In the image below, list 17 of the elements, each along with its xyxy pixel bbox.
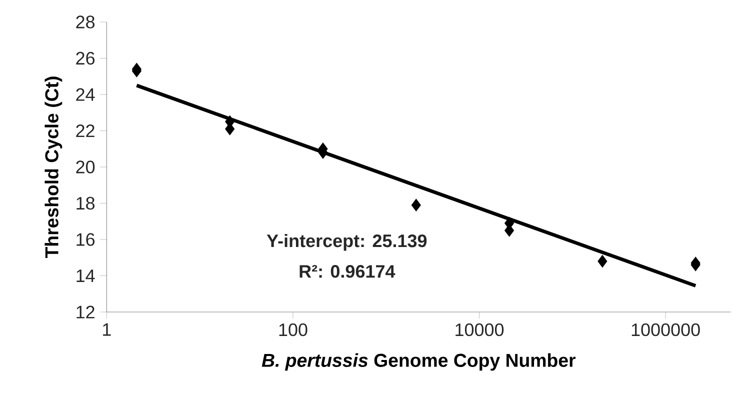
y-tick-label: 26 bbox=[76, 52, 95, 65]
y-tick-label: 16 bbox=[76, 233, 95, 246]
annotation: R²: 0.96174 bbox=[300, 265, 396, 278]
y-tick-label: 18 bbox=[76, 196, 95, 210]
x-tick-label: 100 bbox=[279, 323, 308, 336]
y-tick-label: 14 bbox=[76, 270, 95, 282]
x-axis-title: B. pertussis Genome Copy Number bbox=[262, 353, 576, 371]
x-tick-label: 1 bbox=[103, 323, 111, 336]
x-tick-label: 1000000 bbox=[632, 323, 700, 336]
x-tick-label: 10000 bbox=[456, 323, 504, 336]
annotation: Y-intercept: 25.139 bbox=[266, 234, 427, 251]
y-tick-label: 24 bbox=[76, 88, 95, 101]
y-axis-title: Threshold Cycle (Ct) bbox=[44, 76, 62, 258]
y-tick-label: 22 bbox=[76, 124, 94, 138]
y-tick-label: 28 bbox=[76, 16, 95, 28]
y-tick-label: 20 bbox=[76, 160, 95, 174]
y-tick-label: 12 bbox=[76, 306, 94, 318]
